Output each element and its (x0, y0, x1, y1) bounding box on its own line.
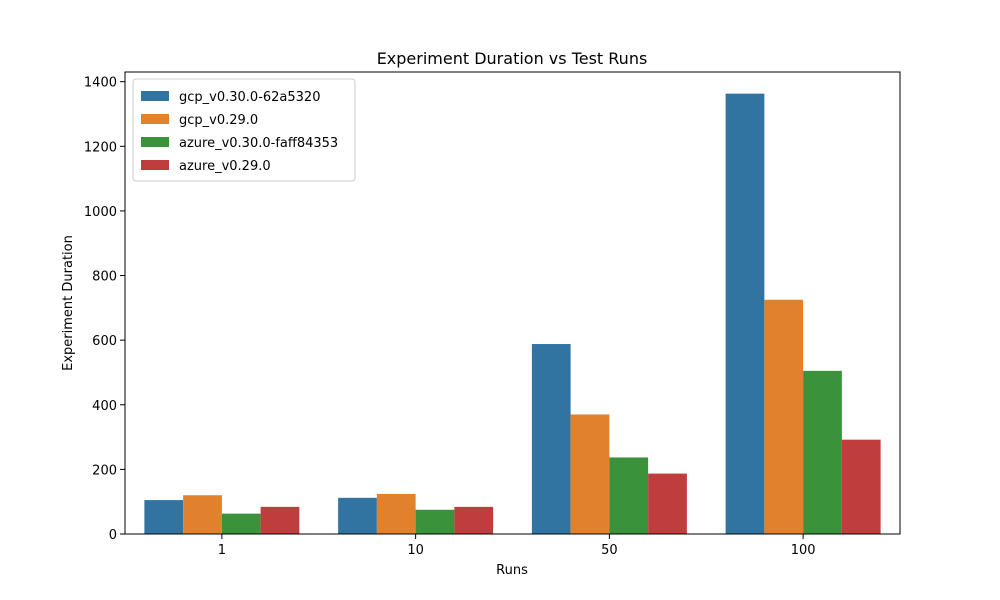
legend-label: azure_v0.30.0-faff84353 (179, 136, 338, 151)
chart-title: Experiment Duration vs Test Runs (377, 49, 648, 68)
x-axis: 1 10 50 100 (218, 534, 816, 558)
legend-label: gcp_v0.30.0-62a5320 (179, 90, 320, 105)
bar-gcp_v0.29.0-1 (183, 495, 222, 534)
bar-azure_v0.29.0-50 (648, 473, 687, 534)
plot-frame (124, 71, 901, 535)
bar-azure_v0.29.0-1 (260, 506, 300, 534)
bar-azure_v0.30.0-faff84353-100 (803, 370, 842, 534)
bars-group (144, 93, 881, 535)
bar-gcp_v0.30.0-62a5320-50 (531, 344, 571, 534)
x-tick-label: 50 (601, 543, 618, 558)
bar-gcp_v0.30.0-62a5320-10 (338, 497, 377, 534)
y-tick-label: 1400 (84, 76, 117, 91)
legend: gcp_v0.30.0-62a5320 gcp_v0.29.0 azure_v0.3… (132, 78, 356, 182)
y-tick-label: 1000 (84, 205, 117, 220)
bar-azure_v0.29.0-100 (841, 439, 881, 534)
y-axis: 0 200 400 600 800 1000 1200 1400 (84, 76, 125, 543)
bar-gcp_v0.29.0-50 (570, 414, 610, 534)
legend-label: gcp_v0.29.0 (179, 113, 258, 128)
bar-azure_v0.30.0-faff84353-50 (609, 457, 649, 534)
bar-azure_v0.30.0-faff84353-10 (415, 509, 455, 534)
legend-swatch (141, 137, 169, 147)
y-axis-title: Experiment Duration (61, 235, 76, 371)
bar-azure_v0.29.0-10 (454, 506, 494, 534)
y-tick-label: 600 (92, 334, 117, 349)
y-tick-label: 200 (92, 463, 117, 478)
bar-gcp_v0.30.0-62a5320-100 (725, 93, 765, 535)
x-tick-label: 1 (218, 543, 226, 558)
y-tick-label: 800 (92, 270, 117, 285)
legend-swatch (141, 160, 169, 170)
legend-swatch (141, 114, 169, 124)
bar-gcp_v0.29.0-10 (376, 493, 416, 534)
y-tick-label: 400 (92, 399, 117, 414)
x-tick-label: 10 (407, 543, 424, 558)
legend-label: azure_v0.29.0 (179, 159, 271, 174)
bar-gcp_v0.30.0-62a5320-1 (144, 500, 184, 534)
y-tick-label: 0 (109, 528, 117, 543)
legend-box (132, 78, 356, 182)
x-tick-label: 100 (791, 543, 816, 558)
x-axis-title: Runs (496, 563, 528, 578)
legend-swatch (141, 91, 169, 101)
y-tick-label: 1200 (84, 140, 117, 155)
bar-gcp_v0.29.0-100 (764, 299, 804, 534)
bar-azure_v0.30.0-faff84353-1 (221, 513, 261, 534)
